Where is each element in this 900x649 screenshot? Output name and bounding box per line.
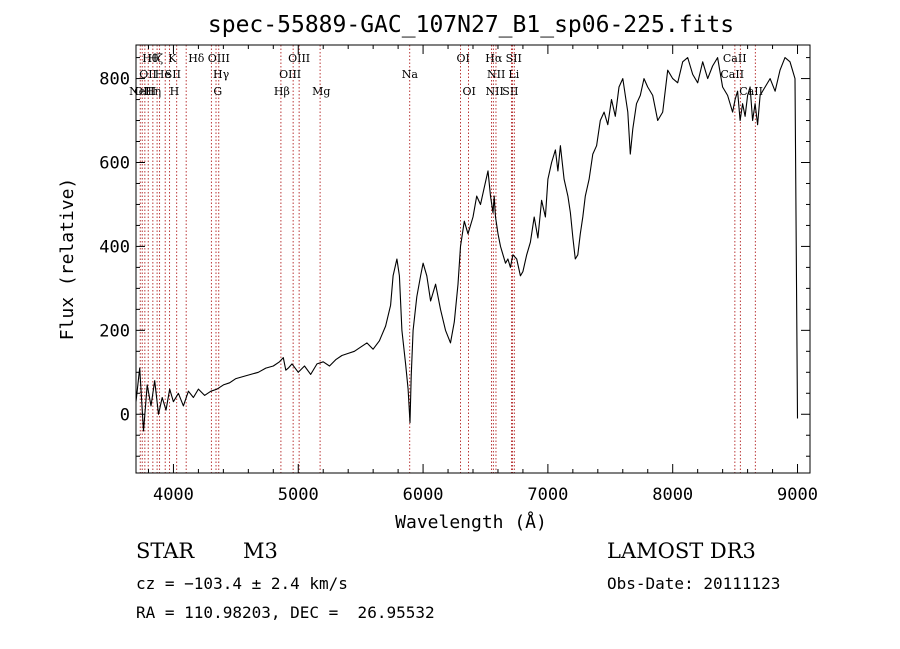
line-label-15: OIII <box>279 68 301 81</box>
line-label-2: Hη <box>145 85 161 98</box>
line-label-20: OI <box>463 85 476 98</box>
line-label-21: NII <box>486 85 504 98</box>
line-label-19: OI <box>457 52 470 65</box>
chart-title: spec-55889-GAC_107N27_B1_sp06-225.fits <box>208 12 734 38</box>
plot-frame <box>135 44 811 474</box>
line-label-26: Li <box>508 68 519 81</box>
observation-date: Obs-Date: 20111123 <box>607 574 781 593</box>
line-label-24: SII <box>506 52 522 65</box>
line-label-17: Mg <box>312 85 330 98</box>
coordinates: RA = 110.98203, DEC = 26.95532 <box>136 603 435 622</box>
line-label-8: H <box>170 85 180 98</box>
line-label-14: Hβ <box>274 85 290 98</box>
object-subclass: M3 <box>243 539 278 563</box>
y-axis-label: Flux (relative) <box>57 178 78 341</box>
line-label-18: Na <box>402 68 419 81</box>
line-label-6: Hζ <box>148 52 164 65</box>
line-label-9: SII <box>165 68 181 81</box>
x-tick-label-3: 7000 <box>527 485 568 505</box>
line-label-16: OIII <box>288 52 310 65</box>
y-tick-label-3: 600 <box>99 153 130 173</box>
y-axis: 0 200 400 600 800 <box>99 57 810 457</box>
spectrum-line <box>135 57 799 432</box>
y-tick-label-1: 200 <box>99 321 130 341</box>
y-tick-label-4: 800 <box>99 70 130 90</box>
x-axis-label: Wavelength (Å) <box>395 511 547 533</box>
survey-name: LAMOST DR3 <box>607 539 756 563</box>
line-label-12: Hγ <box>213 68 230 81</box>
line-label-7: K <box>168 52 177 65</box>
line-label-25: SII <box>502 85 518 98</box>
y-tick-label-0: 0 <box>120 405 130 425</box>
x-axis: 4000 5000 6000 7000 8000 9000 <box>147 45 818 505</box>
line-label-1: OII <box>139 68 157 81</box>
line-label-28: CaII <box>720 68 744 81</box>
x-tick-label-4: 8000 <box>652 485 693 505</box>
line-label-10: Hδ <box>188 52 205 65</box>
object-class: STAR <box>136 539 195 563</box>
line-label-29: CaII <box>739 85 763 98</box>
line-label-23: NII <box>487 68 505 81</box>
line-label-5: NeI <box>129 85 149 98</box>
line-label-3: OIII <box>134 85 156 98</box>
line-label-4: He <box>155 68 171 81</box>
y-tick-label-2: 400 <box>99 237 130 257</box>
line-label-13: OIII <box>208 52 230 65</box>
x-tick-label-0: 4000 <box>153 485 194 505</box>
x-tick-label-1: 5000 <box>278 485 319 505</box>
line-label-11: G <box>213 85 222 98</box>
x-tick-label-5: 9000 <box>777 485 818 505</box>
redshift-value: cz = −103.4 ± 2.4 km/s <box>136 574 348 593</box>
line-label-22: Hα <box>485 52 503 65</box>
x-tick-label-2: 6000 <box>403 485 444 505</box>
line-label-27: CaII <box>723 52 747 65</box>
line-label-0: Hθ <box>142 52 159 65</box>
